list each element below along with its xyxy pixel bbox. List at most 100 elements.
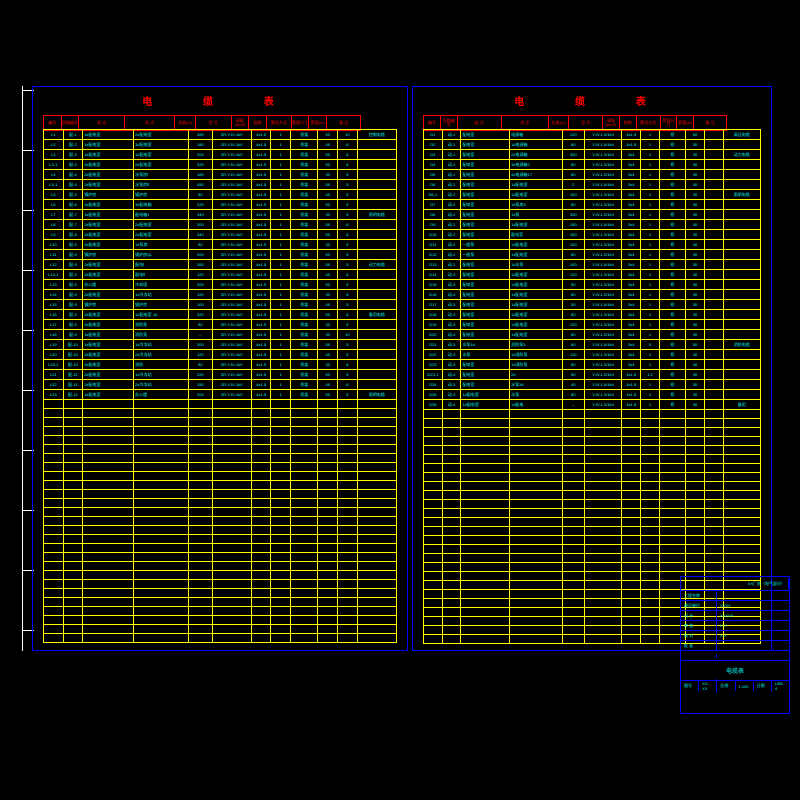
table-cell	[83, 607, 134, 616]
table-row	[424, 554, 761, 563]
table-cell	[44, 607, 64, 616]
table-cell: 桥架	[291, 370, 318, 380]
table-cell	[83, 481, 134, 490]
table-cell: 300	[562, 150, 584, 160]
table-cell	[63, 409, 83, 418]
table-cell	[510, 590, 562, 599]
table-cell	[357, 526, 396, 535]
table-cell: 4x1.5	[251, 290, 271, 300]
table-cell	[622, 500, 641, 509]
table-cell	[510, 410, 562, 419]
table-cell	[357, 170, 396, 180]
table-cell	[251, 553, 271, 562]
table-cell	[189, 490, 213, 499]
table-cell: 1	[641, 290, 660, 300]
table-cell: YJV-1.0/1kV	[585, 200, 622, 210]
table-cell: 锅炉房	[134, 190, 189, 200]
table-cell: YJV-1.0/1kV	[585, 400, 622, 410]
table-cell	[134, 553, 189, 562]
table-cell	[83, 526, 134, 535]
table-cell	[723, 210, 760, 220]
titleblock-label	[681, 654, 717, 658]
table-cell	[704, 170, 723, 180]
table-cell	[659, 455, 685, 464]
table-cell: YJV-1.0/1kV	[585, 220, 622, 230]
table-cell	[189, 418, 213, 427]
table-cell	[686, 419, 705, 428]
table-cell	[442, 626, 461, 635]
table-cell: 4x1.5	[251, 360, 271, 370]
table-cell	[189, 499, 213, 508]
table-cell	[686, 428, 705, 437]
table-cell	[424, 545, 443, 554]
table-cell	[461, 464, 510, 473]
table-row	[424, 464, 761, 473]
table-cell	[510, 599, 562, 608]
table-cell	[44, 400, 64, 409]
table-cell: 1#配电室	[461, 400, 510, 410]
table-cell: 1#电源箱	[510, 140, 562, 150]
table-cell	[357, 290, 396, 300]
table-cell: 桥	[659, 300, 685, 310]
table-cell: 1#配电室	[83, 210, 134, 220]
table-row: D9动-2配电室1#配电室150YJV-1.0/1kV3x41桥40	[424, 220, 761, 230]
table-cell: 1#配电室	[83, 150, 134, 160]
table-cell: D11	[424, 240, 443, 250]
table-cell: 50	[562, 280, 584, 290]
table-cell: 动-2	[442, 210, 461, 220]
table-cell	[704, 310, 723, 320]
table-cell: 配-10	[63, 340, 83, 350]
table-cell: 1	[641, 310, 660, 320]
table-cell	[510, 419, 562, 428]
table-cell: 4x1.5	[251, 300, 271, 310]
table-cell	[641, 617, 660, 626]
table-cell	[271, 418, 291, 427]
table-cell: --	[562, 400, 584, 410]
table-cell	[704, 140, 723, 150]
table-cell	[641, 572, 660, 581]
table-cell: 办公楼	[134, 390, 189, 400]
table-cell: ZR-YJV-1kV	[212, 150, 251, 160]
table-cell	[318, 445, 338, 454]
table-cell	[704, 482, 723, 491]
table-cell	[704, 220, 723, 230]
table-cell	[134, 436, 189, 445]
table-cell	[63, 535, 83, 544]
table-cell: 桥	[659, 210, 685, 220]
table-cell: 6	[338, 160, 358, 170]
table-row: L4配-42#配电室水泵房Ⅰ180ZR-YJV-1kV4x1.51桥架305	[44, 170, 397, 180]
table-cell: 桥架	[291, 180, 318, 190]
table-cell	[44, 463, 64, 472]
table-cell: 配-2	[63, 140, 83, 150]
table-cell	[704, 330, 723, 340]
table-cell: 40	[318, 140, 338, 150]
table-cell: 4x1.5	[622, 390, 641, 400]
table-cell	[510, 617, 562, 626]
table-cell	[442, 617, 461, 626]
table-cell: 40	[318, 300, 338, 310]
table-cell	[357, 499, 396, 508]
table-cell: 80	[562, 360, 584, 370]
table-cell	[357, 350, 396, 360]
table-cell: 5	[338, 350, 358, 360]
table-cell	[704, 290, 723, 300]
table-cell	[318, 499, 338, 508]
table-cell	[442, 446, 461, 455]
table-cell	[212, 571, 251, 580]
table-cell: 1	[271, 340, 291, 350]
table-cell	[723, 554, 760, 563]
table-cell	[424, 635, 443, 644]
table-cell	[83, 625, 134, 634]
table-cell: 桥	[659, 160, 685, 170]
table-cell	[622, 455, 641, 464]
table-cell	[357, 598, 396, 607]
table-cell	[338, 544, 358, 553]
table-cell	[134, 589, 189, 598]
table-cell: 5	[338, 390, 358, 400]
table-cell: 50	[318, 200, 338, 210]
titleblock-value	[717, 644, 789, 648]
table-cell	[291, 409, 318, 418]
table-cell	[659, 428, 685, 437]
table-cell	[212, 535, 251, 544]
title-block: XX厂房（电气部分） 工程名称建设单位XXXX设 计XXXXX审 核X·X校 对…	[680, 576, 790, 714]
